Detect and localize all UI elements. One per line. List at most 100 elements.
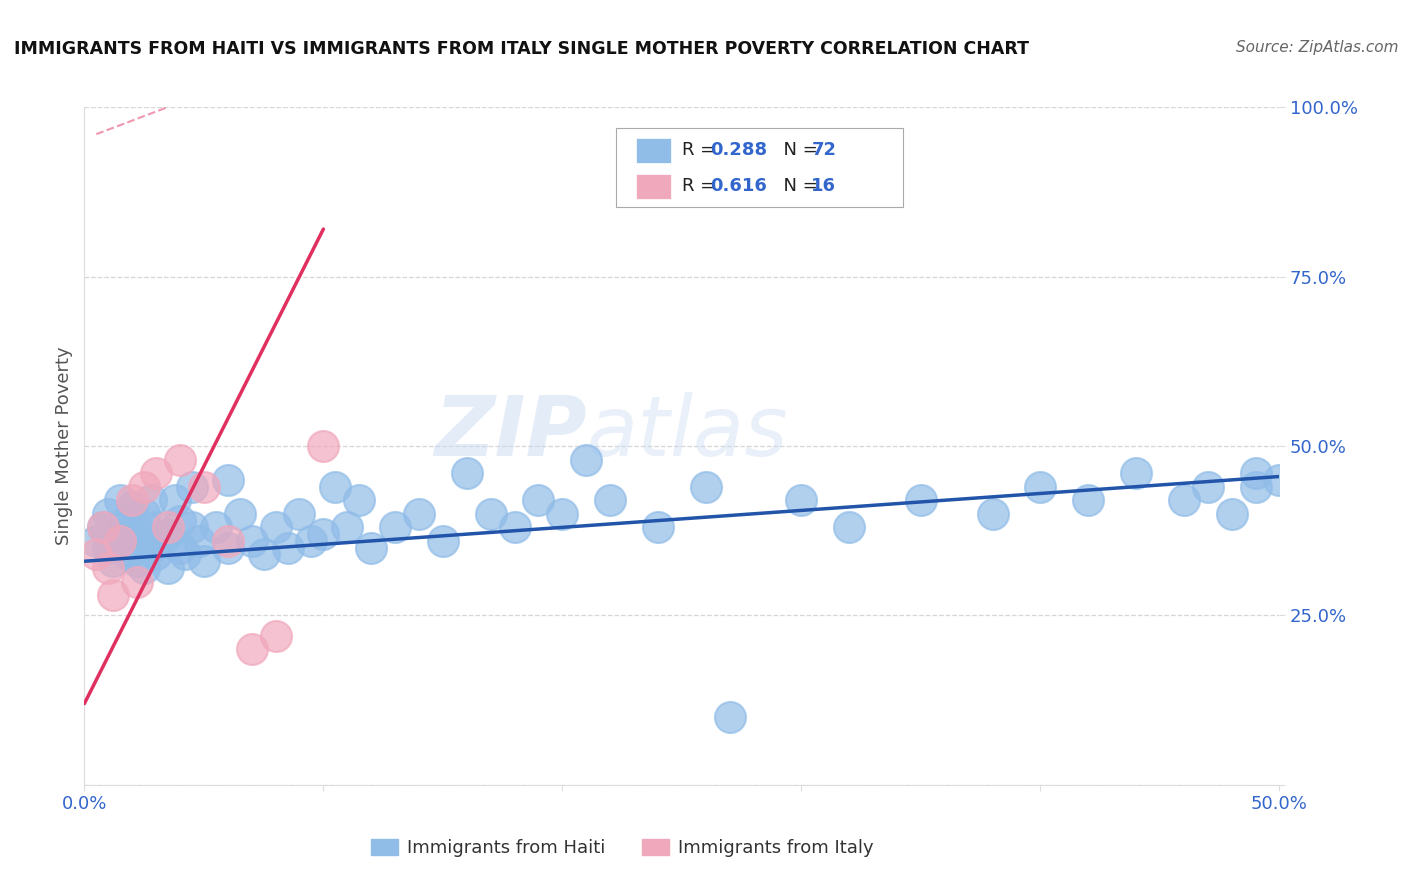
Point [575,452,598,467]
Point [277,541,299,555]
Point [695,480,717,494]
Point [1125,466,1147,480]
Point [149,533,172,548]
Point [132,561,156,575]
Point [188,533,211,548]
Point [551,507,574,521]
Point [360,541,382,555]
Point [456,466,478,480]
Point [325,480,347,494]
Point [301,533,323,548]
Point [117,548,139,562]
Text: N =: N = [772,141,824,159]
Point [718,710,741,724]
Point [145,466,167,480]
Point [97,561,120,575]
Point [217,533,239,548]
Point [647,520,669,534]
Point [349,493,371,508]
Point [264,629,287,643]
Point [141,541,163,555]
Point [527,493,550,508]
Point [141,493,163,508]
Point [110,527,132,541]
Point [181,520,204,534]
Point [132,507,156,521]
Point [217,541,239,555]
Point [97,541,120,555]
Point [240,533,263,548]
Point [193,554,215,568]
Point [205,520,228,534]
Point [240,642,263,657]
Point [288,507,311,521]
Text: atlas: atlas [586,392,787,473]
Y-axis label: Single Mother Poverty: Single Mother Poverty [55,347,73,545]
Point [264,520,287,534]
Point [121,533,143,548]
Point [121,493,143,508]
Text: R =: R = [682,141,721,159]
Text: 72: 72 [811,141,837,159]
Point [336,520,359,534]
Point [93,520,115,534]
Text: N =: N = [772,178,824,195]
Text: 16: 16 [811,178,837,195]
Point [169,541,191,555]
Point [981,507,1004,521]
Point [157,527,180,541]
Point [1244,466,1267,480]
Point [1220,507,1243,521]
Point [1244,480,1267,494]
Point [503,520,526,534]
Point [910,493,932,508]
Point [125,574,148,589]
Point [408,507,430,521]
Point [157,561,180,575]
Point [125,554,148,568]
Point [790,493,813,508]
Point [117,514,139,528]
Point [101,588,124,602]
Point [169,514,191,528]
Point [145,520,167,534]
Point [132,480,156,494]
Point [145,548,167,562]
Point [1077,493,1099,508]
Point [1268,473,1291,487]
Point [1029,480,1052,494]
Point [110,533,132,548]
Point [101,554,124,568]
Text: 0.288: 0.288 [710,141,768,159]
Point [169,452,191,467]
Point [86,548,108,562]
Point [217,473,239,487]
Point [157,520,180,534]
Point [121,500,143,514]
Point [173,548,195,562]
Legend: Immigrants from Haiti, Immigrants from Italy: Immigrants from Haiti, Immigrants from I… [364,831,880,864]
Text: 0.616: 0.616 [710,178,766,195]
Point [110,493,132,508]
Point [253,548,276,562]
Text: Source: ZipAtlas.com: Source: ZipAtlas.com [1236,40,1399,55]
Point [384,520,406,534]
Point [193,480,215,494]
Point [432,533,454,548]
Point [132,533,156,548]
Point [125,520,148,534]
Point [181,480,204,494]
Point [229,507,252,521]
Point [97,507,120,521]
Point [312,439,335,453]
Point [479,507,502,521]
Text: IMMIGRANTS FROM HAITI VS IMMIGRANTS FROM ITALY SINGLE MOTHER POVERTY CORRELATION: IMMIGRANTS FROM HAITI VS IMMIGRANTS FROM… [14,40,1029,58]
Point [93,520,115,534]
Point [599,493,621,508]
Point [86,533,108,548]
Point [838,520,860,534]
Text: ZIP: ZIP [433,392,586,473]
Point [312,527,335,541]
Point [1173,493,1195,508]
Point [1197,480,1219,494]
